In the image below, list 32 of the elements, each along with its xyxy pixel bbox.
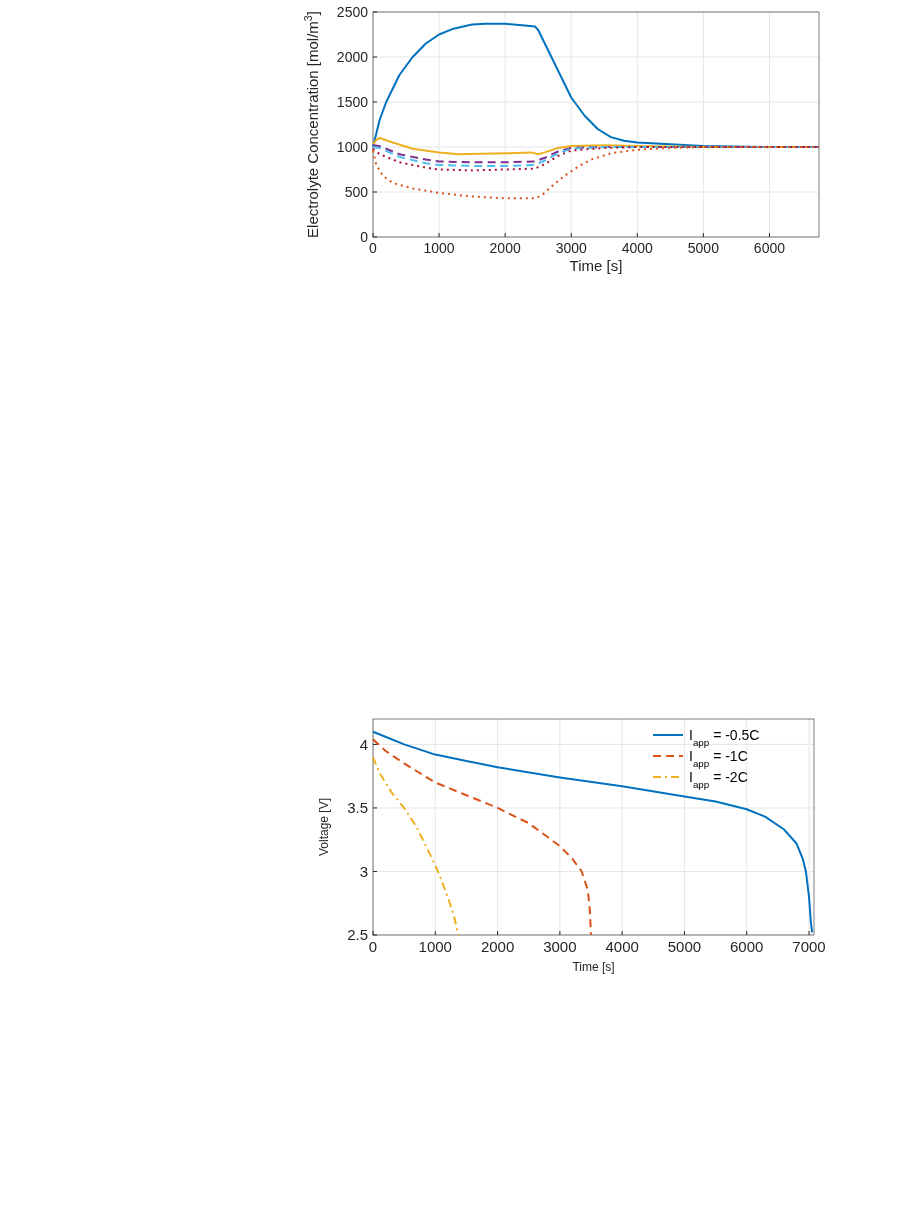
- x-tick-label: 5000: [687, 240, 720, 256]
- legend-label: I$_{app}$ = -2C: [689, 769, 748, 790]
- x-tick-label: 5000: [667, 938, 702, 955]
- x-axis-title: Time [s]: [572, 960, 615, 974]
- y-tick-label: 3.5: [347, 799, 368, 817]
- y-tick-label: 2500: [336, 3, 369, 20]
- x-tick-label: 1000: [423, 240, 455, 256]
- y-tick-label: 2000: [336, 48, 369, 65]
- x-tick-label: 6000: [730, 938, 764, 955]
- x-tick-label: 7000: [792, 938, 826, 955]
- x-tick-label: 4000: [605, 938, 639, 955]
- x-tick-label: 4000: [621, 240, 654, 256]
- x-tick-label: 2000: [489, 240, 521, 256]
- y-tick-label: 2.5: [347, 926, 368, 944]
- x-tick-label: 3000: [555, 240, 587, 256]
- line-series: [372, 756, 460, 936]
- y-tick-label: 1500: [336, 93, 369, 110]
- x-tick-label: 2000: [480, 938, 515, 955]
- x-tick-label: 1000: [418, 938, 452, 955]
- x-axis-title: Time [s]: [569, 257, 623, 274]
- y-axis-title: Voltage [V]: [317, 797, 331, 857]
- y-tick-label: 1000: [336, 138, 369, 155]
- y-tick-label: 0: [360, 228, 369, 245]
- legend-label: I$_{app}$ = -0.5C: [689, 727, 760, 748]
- y-tick-label: 4: [359, 735, 368, 753]
- line-series: [372, 146, 820, 200]
- y-tick-label: 3: [359, 862, 368, 880]
- x-tick-label: 6000: [753, 240, 786, 256]
- line-series: [372, 738, 593, 936]
- legend-label: I$_{app}$ = -1C: [689, 748, 748, 769]
- x-tick-label: 3000: [543, 938, 577, 955]
- y-tick-label: 500: [344, 183, 369, 200]
